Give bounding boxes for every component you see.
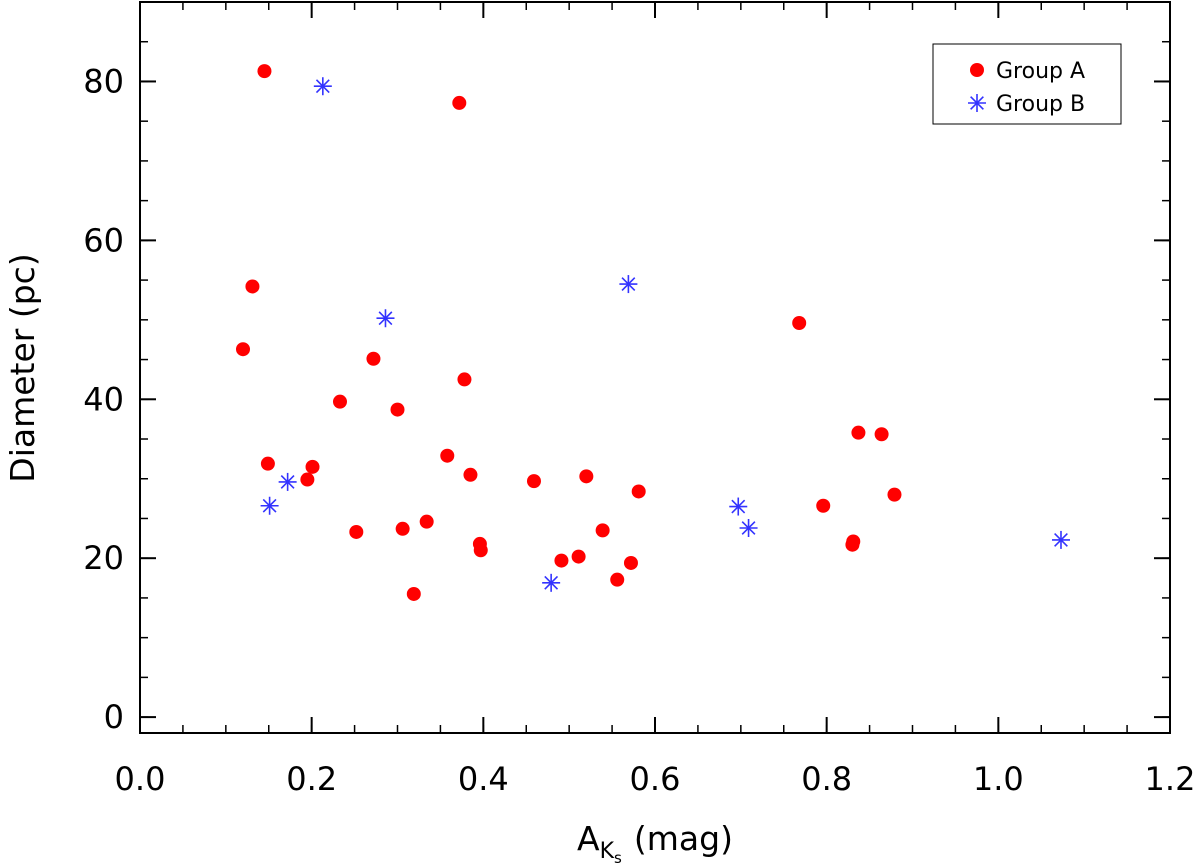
y-tick-label: 60 (83, 221, 124, 259)
asterisk-stroke (378, 311, 393, 326)
group-a-point (406, 586, 421, 601)
group-a-point (473, 543, 488, 558)
x-axis-label-main: A (577, 819, 600, 858)
plot-frame (139, 1, 1171, 734)
y-tick-label: 40 (83, 380, 124, 418)
x-tick-label: 0.0 (115, 760, 166, 798)
group-a-point (846, 534, 861, 549)
y-tick-label: 0 (104, 698, 124, 736)
group-a-point (463, 467, 478, 482)
x-tick-label: 1.2 (1145, 760, 1196, 798)
asterisk-stroke (621, 277, 636, 292)
group-b-point (1051, 530, 1070, 549)
group-a-point (816, 498, 831, 513)
x-axis-label: AKs (mag) (577, 819, 733, 865)
group-b-point (542, 573, 561, 592)
asterisk-stroke (262, 498, 277, 513)
x-tick-labels: 0.0 0.2 0.4 0.6 0.8 1.0 1.2 (115, 760, 1196, 798)
group-a-point (526, 474, 541, 489)
legend-box (932, 43, 1122, 125)
asterisk-stroke (280, 474, 295, 489)
asterisk-stroke (315, 79, 330, 94)
group-a-point (305, 459, 320, 474)
legend-label: Group A (996, 59, 1085, 84)
group-a-point (595, 523, 610, 538)
legend-marker-group-a (970, 63, 984, 77)
x-tick-label: 0.4 (458, 760, 509, 798)
x-axis-label-sub: K (600, 839, 615, 864)
group-b-point (278, 472, 297, 491)
group-a-point (332, 394, 347, 409)
asterisk-stroke (544, 575, 559, 590)
group-a-point (236, 342, 250, 357)
data-points (236, 64, 1070, 601)
group-a-point (610, 572, 625, 587)
group-a-point (419, 514, 434, 529)
legend-marker-group-b (968, 94, 986, 112)
group-b-point (313, 77, 332, 96)
group-a-point (631, 484, 646, 499)
asterisk-stroke (970, 96, 984, 110)
x-axis-label-unit: (mag) (634, 819, 733, 858)
x-tick-label: 1.0 (973, 760, 1024, 798)
group-a-point (260, 456, 275, 471)
x-axis-label-subsub: s (614, 849, 622, 865)
group-a-point (579, 469, 594, 484)
group-a-point (349, 524, 364, 539)
group-a-point (571, 549, 586, 564)
asterisk-stroke (741, 521, 756, 535)
group-a-point (554, 553, 569, 568)
asterisk-stroke (1054, 532, 1068, 547)
group-b-point (619, 275, 638, 294)
y-tick-label: 80 (83, 62, 124, 100)
group-a-point (395, 521, 410, 536)
group-a-point (457, 372, 472, 387)
group-a-point (300, 472, 315, 487)
y-tick-labels: 0 20 40 60 80 (83, 62, 124, 736)
group-b-point (260, 496, 279, 515)
group-a-point (623, 555, 638, 570)
group-b-point (376, 309, 395, 328)
group-a-point (440, 448, 455, 463)
group-a-point (874, 427, 889, 442)
y-tick-label: 20 (83, 539, 124, 577)
legend-label: Group B (996, 92, 1085, 117)
group-a-point (245, 279, 260, 294)
x-tick-label: 0.2 (286, 760, 337, 798)
group-a-point (851, 425, 866, 440)
group-b-point (729, 497, 748, 516)
legend-items: Group A Group B (968, 59, 1085, 117)
group-a-point (452, 95, 467, 110)
group-a-point (257, 64, 272, 79)
group-b-point (739, 519, 758, 538)
group-a-point (390, 402, 405, 417)
legend: Group A Group B (932, 43, 1122, 125)
group-a-point (366, 351, 381, 366)
asterisk-stroke (731, 499, 746, 514)
y-axis-label: Diameter (pc) (3, 253, 42, 482)
group-a-point (792, 316, 807, 331)
x-tick-label: 0.6 (630, 760, 681, 798)
group-a-point (887, 487, 902, 502)
x-tick-label: 0.8 (801, 760, 852, 798)
